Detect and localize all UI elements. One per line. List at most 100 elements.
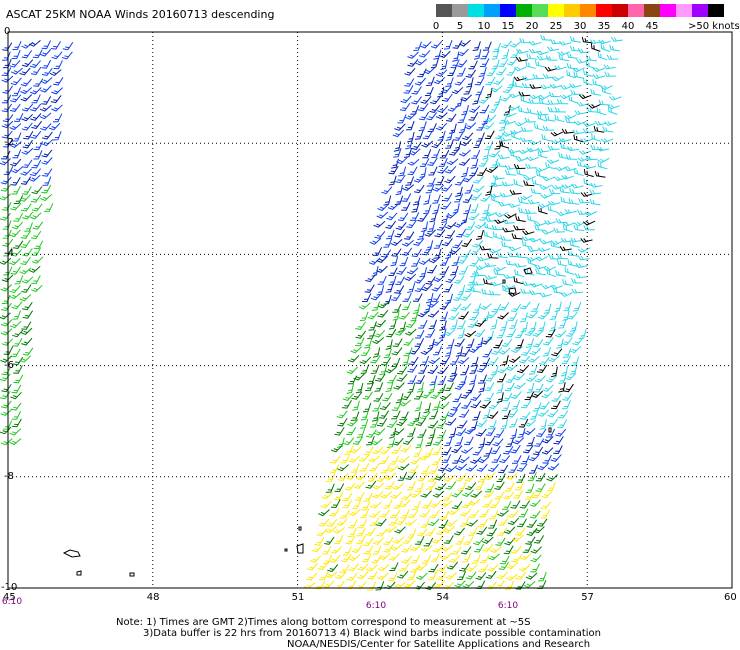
wind-barb: [585, 60, 596, 69]
wind-barb: [431, 148, 441, 158]
wind-barb: [369, 237, 382, 245]
pass-time-3: 6:10: [497, 601, 519, 611]
wind-barb: [396, 156, 408, 165]
wind-barb: [507, 510, 519, 518]
wind-barb: [526, 382, 535, 394]
wind-barb: [388, 165, 399, 175]
wind-barb: [433, 248, 442, 259]
wind-barb: [572, 301, 582, 312]
wind-barb: [342, 499, 353, 509]
wind-barb: [370, 292, 383, 301]
wind-barb: [362, 391, 373, 400]
wind-barb: [383, 544, 394, 553]
wind-barb: [465, 221, 476, 230]
wind-barb: [0, 438, 13, 446]
wind-barb: [470, 400, 482, 409]
wind-barb: [470, 193, 482, 201]
wind-barb: [402, 293, 412, 302]
wind-barb: [404, 231, 415, 240]
wind-barb: [49, 69, 62, 76]
wind-barb: [1, 94, 12, 104]
wind-barb: [9, 428, 22, 436]
wind-barb: [583, 77, 593, 86]
wind-barb: [534, 264, 547, 270]
wind-barb: [530, 282, 543, 288]
wind-barb: [19, 194, 31, 202]
wind-barb: [377, 275, 387, 285]
wind-barb: [472, 303, 482, 314]
wind-barb: [402, 436, 414, 445]
legend-label: >50 knots: [688, 21, 740, 32]
wind-barb: [39, 112, 52, 120]
wind-barb: [0, 212, 11, 221]
wind-barb: [391, 410, 401, 420]
wind-barb: [20, 176, 32, 185]
wind-barb: [335, 571, 347, 580]
wind-barb: [9, 103, 21, 112]
wind-barb: [490, 281, 503, 287]
wind-barb: [11, 87, 21, 97]
wind-barb: [529, 94, 542, 100]
wind-barb: [403, 147, 412, 158]
wind-barb: [502, 392, 513, 402]
wind-barb: [420, 95, 432, 104]
wind-barb: [421, 283, 433, 292]
wind-barb: [564, 114, 577, 120]
wind-barb: [380, 491, 392, 499]
wind-barb: [0, 183, 12, 192]
wind-barb: [377, 572, 389, 580]
wind-barb: [0, 426, 12, 435]
wind-barb: [356, 535, 366, 545]
wind-barb: [464, 436, 474, 446]
wind-barb: [0, 257, 12, 265]
latitude-tick-label: -10: [1, 582, 18, 593]
wind-barb: [400, 95, 412, 104]
wind-barb: [414, 275, 426, 284]
wind-barb: [31, 256, 44, 264]
wind-barb: [532, 73, 545, 80]
wind-barb: [448, 507, 460, 516]
wind-barb: [443, 283, 453, 293]
wind-barb: [469, 167, 479, 177]
wind-barb: [551, 393, 562, 402]
wind-barb: [348, 509, 361, 517]
wind-barb: [13, 195, 24, 204]
wind-barb: [420, 391, 433, 399]
wind-barb: [564, 117, 577, 124]
wind-barb: [398, 311, 410, 320]
wind-barb: [360, 364, 370, 374]
wind-barb: [424, 229, 436, 237]
wind-barb: [431, 456, 442, 466]
wind-barb: [42, 168, 53, 177]
wind-barb: [380, 464, 391, 474]
wind-barb: [0, 284, 12, 292]
wind-barb: [524, 419, 536, 427]
wind-barb: [526, 374, 538, 382]
wind-barb: [446, 158, 459, 166]
wind-barb: [464, 184, 474, 194]
wind-barb: [418, 319, 428, 329]
wind-barb: [567, 250, 579, 257]
wind-barb: [560, 365, 568, 377]
wind-barb: [32, 49, 43, 59]
wind-barb: [455, 96, 463, 108]
wind-barb: [482, 149, 490, 160]
wind-barb: [432, 490, 445, 498]
wind-barb: [578, 198, 590, 204]
wind-barb: [499, 140, 510, 149]
wind-barb: [365, 480, 377, 489]
wind-barb: [476, 132, 485, 142]
wind-barb: [470, 356, 479, 367]
wind-barb: [494, 219, 507, 224]
wind-barb: [541, 490, 553, 499]
wind-barb: [455, 346, 463, 357]
wind-barb: [399, 499, 411, 508]
wind-barb: [557, 419, 568, 429]
wind-barb: [407, 166, 418, 176]
wind-barb: [511, 554, 523, 563]
wind-barb: [372, 337, 385, 345]
wind-barb: [334, 483, 345, 493]
legend-label: 25: [549, 21, 563, 32]
wind-barb: [28, 265, 41, 273]
wind-barb: [551, 75, 565, 82]
